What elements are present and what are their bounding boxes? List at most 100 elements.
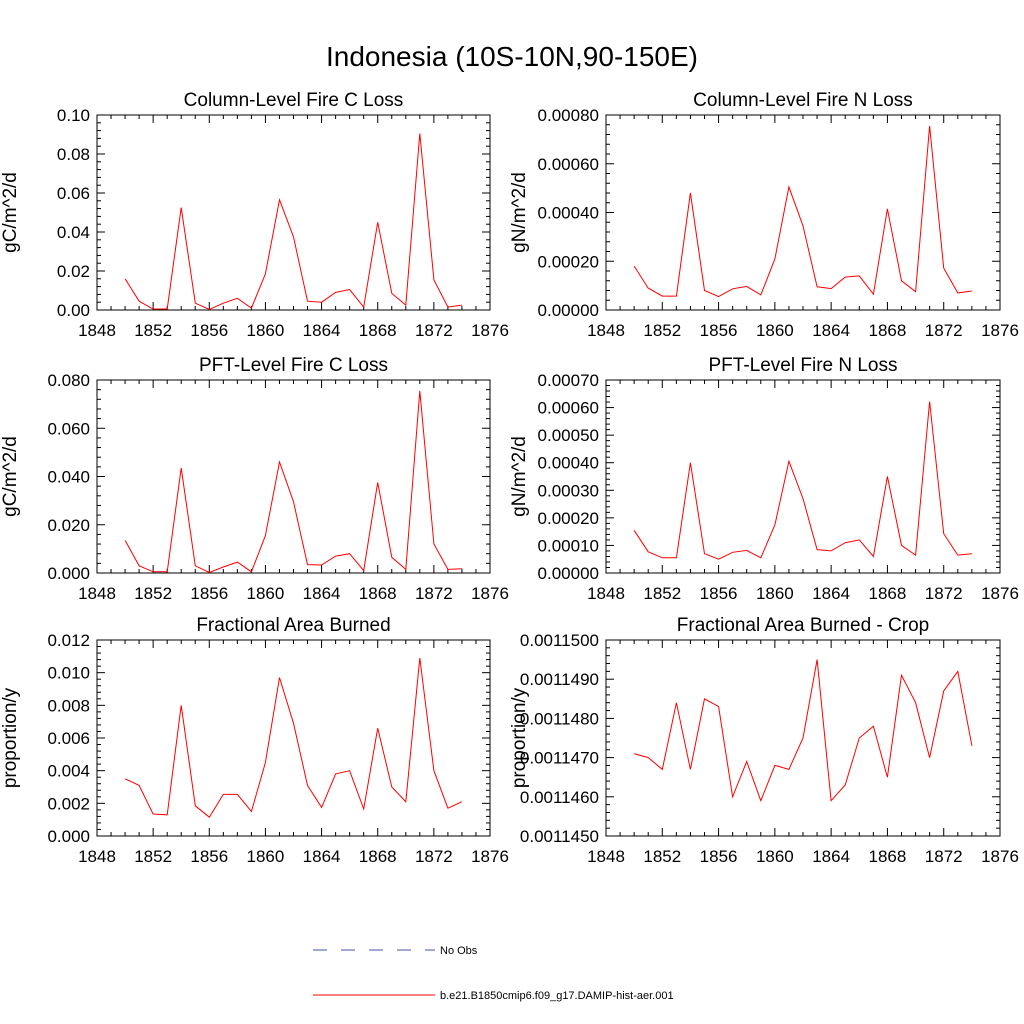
series-line bbox=[124, 390, 462, 574]
x-tick-label: 1872 bbox=[415, 584, 453, 603]
y-tick-label: 0.00070 bbox=[538, 371, 599, 390]
x-tick-label: 1856 bbox=[700, 584, 738, 603]
y-tick-label: 0.00020 bbox=[538, 509, 599, 528]
y-tick-label: 0.00060 bbox=[538, 155, 599, 174]
x-tick-label: 1864 bbox=[303, 847, 341, 866]
y-axis-label: proportion/y bbox=[0, 687, 21, 788]
x-tick-label: 1860 bbox=[247, 847, 285, 866]
y-tick-label: 0.06 bbox=[57, 184, 90, 203]
x-tick-label: 1864 bbox=[303, 584, 341, 603]
x-tick-label: 1876 bbox=[981, 321, 1019, 340]
x-tick-label: 1848 bbox=[78, 321, 116, 340]
y-tick-label: 0.08 bbox=[57, 145, 90, 164]
y-tick-label: 0.0011450 bbox=[520, 827, 599, 846]
y-tick-label: 0.006 bbox=[47, 729, 90, 748]
y-tick-label: 0.0011490 bbox=[520, 670, 599, 689]
x-tick-label: 1864 bbox=[303, 321, 341, 340]
y-tick-label: 0.04 bbox=[57, 223, 90, 242]
x-tick-label: 1852 bbox=[643, 847, 681, 866]
x-tick-label: 1848 bbox=[587, 321, 625, 340]
y-tick-label: 0.080 bbox=[47, 371, 90, 390]
x-tick-label: 1876 bbox=[981, 847, 1019, 866]
panel-title: Column-Level Fire N Loss bbox=[693, 90, 913, 111]
x-tick-label: 1872 bbox=[925, 584, 963, 603]
x-tick-label: 1864 bbox=[812, 847, 850, 866]
x-tick-label: 1872 bbox=[925, 321, 963, 340]
x-tick-label: 1868 bbox=[359, 847, 397, 866]
x-tick-label: 1876 bbox=[981, 584, 1019, 603]
x-tick-label: 1876 bbox=[471, 584, 509, 603]
legend: No Obs b.e21.B1850cmip6.f09_g17.DAMIP-hi… bbox=[313, 945, 674, 1002]
x-tick-label: 1868 bbox=[869, 847, 907, 866]
x-tick-label: 1860 bbox=[756, 321, 794, 340]
y-tick-label: 0.012 bbox=[47, 631, 90, 650]
x-tick-label: 1848 bbox=[587, 584, 625, 603]
x-tick-label: 1852 bbox=[134, 584, 172, 603]
y-tick-label: 0.00040 bbox=[538, 204, 599, 223]
y-tick-label: 0.010 bbox=[47, 664, 90, 683]
y-axis-label: proportion/y bbox=[509, 687, 530, 788]
x-tick-label: 1860 bbox=[247, 584, 285, 603]
x-tick-label: 1848 bbox=[78, 584, 116, 603]
x-tick-label: 1856 bbox=[190, 584, 228, 603]
y-tick-label: 0.00060 bbox=[538, 399, 599, 418]
y-tick-label: 0.0011460 bbox=[520, 788, 599, 807]
plot-frame bbox=[605, 114, 1001, 311]
x-tick-label: 1852 bbox=[134, 321, 172, 340]
panel-title: Column-Level Fire C Loss bbox=[184, 90, 404, 111]
x-tick-label: 1864 bbox=[812, 321, 850, 340]
y-tick-label: 0.000 bbox=[47, 827, 90, 846]
x-tick-label: 1860 bbox=[756, 847, 794, 866]
x-tick-label: 1848 bbox=[587, 847, 625, 866]
series-line bbox=[124, 133, 462, 310]
x-tick-label: 1872 bbox=[415, 847, 453, 866]
x-tick-label: 1860 bbox=[247, 321, 285, 340]
x-tick-label: 1868 bbox=[869, 321, 907, 340]
legend-obs-label: No Obs bbox=[440, 945, 478, 957]
x-tick-label: 1852 bbox=[134, 847, 172, 866]
plot-frame bbox=[96, 639, 491, 837]
x-tick-label: 1876 bbox=[471, 847, 509, 866]
chart-panel: 1848 1852 1856 1860 1864 1868 1872 1876 0.00000 0… bbox=[509, 90, 1019, 340]
x-tick-label: 1868 bbox=[869, 584, 907, 603]
y-tick-label: 0.00030 bbox=[538, 481, 599, 500]
y-axis-label: gC/m^2/d bbox=[0, 436, 21, 517]
series-line bbox=[633, 125, 972, 298]
y-tick-label: 0.002 bbox=[47, 794, 90, 813]
y-axis-label: gN/m^2/d bbox=[509, 172, 530, 253]
chart-panel: 1848 1852 1856 1860 1864 1868 1872 1876 0.000 0.0… bbox=[0, 615, 509, 866]
y-tick-label: 0.008 bbox=[47, 696, 90, 715]
series-line bbox=[124, 657, 463, 818]
legend-model-label: b.e21.B1850cmip6.f09_g17.DAMIP-hist-aer.… bbox=[440, 990, 674, 1002]
x-tick-label: 1864 bbox=[812, 584, 850, 603]
y-tick-label: 0.0011480 bbox=[520, 709, 599, 728]
y-tick-label: 0.00010 bbox=[538, 536, 599, 555]
x-tick-label: 1872 bbox=[415, 321, 453, 340]
x-tick-label: 1856 bbox=[190, 321, 228, 340]
y-tick-label: 0.060 bbox=[47, 419, 90, 438]
x-tick-label: 1872 bbox=[925, 847, 963, 866]
chart-panel: 1848 1852 1856 1860 1864 1868 1872 1876 0.001145… bbox=[509, 615, 1019, 866]
x-tick-label: 1856 bbox=[700, 847, 738, 866]
x-tick-label: 1868 bbox=[359, 321, 397, 340]
y-tick-label: 0.10 bbox=[57, 106, 90, 125]
x-tick-label: 1848 bbox=[78, 847, 116, 866]
y-tick-label: 0.0011500 bbox=[520, 631, 599, 650]
plot-frame bbox=[96, 114, 491, 311]
x-tick-label: 1852 bbox=[643, 584, 681, 603]
x-tick-label: 1856 bbox=[700, 321, 738, 340]
panels: 1848 1852 1856 1860 1864 1868 1872 1876 0.00 0.02… bbox=[0, 90, 1019, 866]
panel-title: Fractional Area Burned - Crop bbox=[677, 615, 929, 636]
chart-panel: 1848 1852 1856 1860 1864 1868 1872 1876 0.00000 0… bbox=[509, 355, 1019, 603]
chart-panel: 1848 1852 1856 1860 1864 1868 1872 1876 0.00 0.02… bbox=[0, 90, 509, 340]
y-tick-label: 0.00050 bbox=[538, 426, 599, 445]
chart-panel: 1848 1852 1856 1860 1864 1868 1872 1876 0.000 0.0… bbox=[0, 355, 509, 603]
y-tick-label: 0.00000 bbox=[538, 301, 599, 320]
figure-title: Indonesia (10S-10N,90-150E) bbox=[326, 41, 698, 72]
y-tick-label: 0.0011470 bbox=[520, 749, 599, 768]
y-tick-label: 0.00080 bbox=[538, 106, 599, 125]
panel-title: PFT-Level Fire N Loss bbox=[709, 355, 898, 376]
y-axis-label: gC/m^2/d bbox=[0, 172, 21, 253]
panel-title: PFT-Level Fire C Loss bbox=[199, 355, 388, 376]
